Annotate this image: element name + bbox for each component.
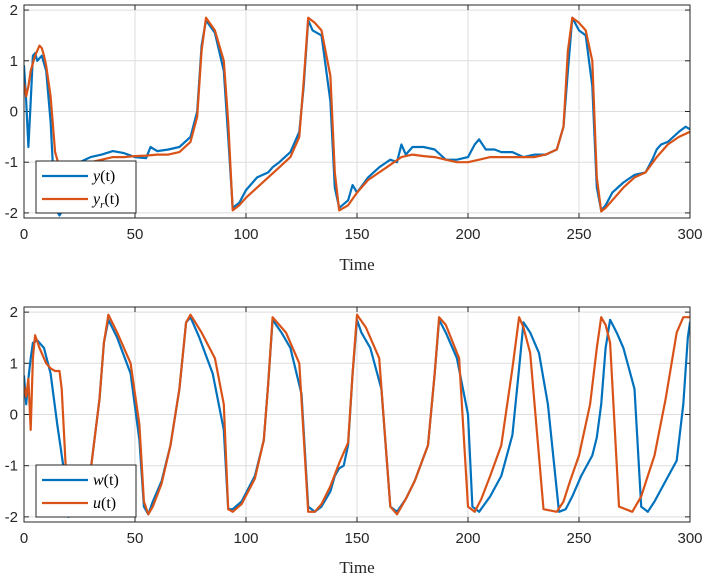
legend-label: yr(t) — [91, 191, 120, 211]
x-tick-label: 200 — [455, 226, 480, 243]
x-axis-label: Time — [339, 255, 374, 274]
legend-arg: (t) — [104, 472, 119, 489]
legend-var: w — [93, 472, 104, 489]
y-tick-label: 0 — [10, 104, 18, 121]
y-tick-label: -1 — [5, 154, 18, 171]
x-tick-label: 100 — [233, 226, 258, 243]
x-tick-label: 200 — [455, 530, 480, 547]
legend-var: u — [93, 495, 101, 512]
legend-arg: (t) — [100, 168, 115, 185]
legend-var: y — [91, 191, 101, 208]
x-tick-label: 250 — [566, 226, 591, 243]
legend: w(t)u(t) — [35, 464, 137, 518]
y-tick-label: 2 — [10, 304, 18, 321]
y-tick-label: -2 — [5, 509, 18, 526]
y-tick-label: 2 — [10, 2, 18, 19]
legend-label: y(t) — [91, 168, 115, 185]
x-tick-label: 150 — [344, 530, 369, 547]
legend-arg: (t) — [101, 495, 116, 512]
x-axis-label: Time — [339, 558, 374, 577]
legend-var: y — [91, 168, 101, 185]
x-tick-label: 100 — [233, 530, 258, 547]
x-tick-label: 0 — [20, 226, 28, 243]
x-tick-label: 50 — [127, 530, 144, 547]
x-tick-label: 300 — [677, 530, 702, 547]
x-tick-label: 50 — [127, 226, 144, 243]
legend-subscript: r — [100, 199, 105, 211]
series-line-y — [24, 16, 690, 217]
x-tick-label: 0 — [20, 530, 28, 547]
series-line-w — [24, 316, 690, 519]
y-tick-label: -1 — [5, 458, 18, 475]
legend-box — [35, 464, 137, 518]
legend: y(t)yr(t) — [35, 160, 137, 214]
legend-box — [35, 160, 137, 214]
y-tick-label: 0 — [10, 407, 18, 424]
y-tick-label: -2 — [5, 205, 18, 222]
grid — [24, 5, 690, 218]
legend-label: w(t) — [93, 472, 119, 489]
x-tick-label: 300 — [677, 226, 702, 243]
axes-frame — [23, 4, 691, 219]
y-tick-label: 1 — [10, 355, 18, 372]
x-tick-label: 150 — [344, 226, 369, 243]
axes-frame — [23, 306, 691, 523]
y-tick-label: 1 — [10, 53, 18, 70]
x-tick-label: 250 — [566, 530, 591, 547]
legend-label: u(t) — [93, 495, 116, 512]
legend-arg: (t) — [104, 191, 119, 208]
